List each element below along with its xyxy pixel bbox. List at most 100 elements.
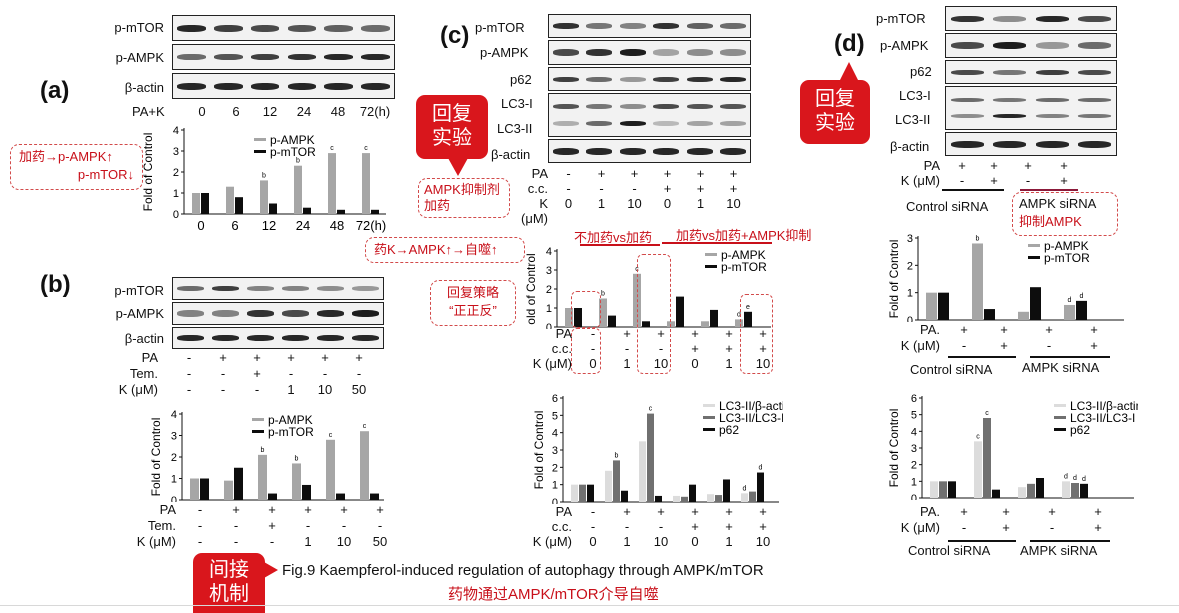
row-label: PA [923, 158, 940, 173]
cell: + [759, 519, 767, 534]
cell: + [759, 341, 767, 356]
row-label: PA [531, 166, 548, 181]
chart-ylabel: Fold of Control [888, 240, 901, 319]
chart-bar [190, 478, 199, 500]
blot-d-label-actin: β-actin [890, 139, 930, 154]
chart-bar [647, 413, 654, 502]
note-a-line1: 加药→p-AMPK↑ [19, 149, 113, 164]
cell: - [590, 504, 596, 519]
chart-bar [983, 418, 991, 498]
blot-c-label-p62: p62 [510, 72, 532, 87]
blot-band [1078, 15, 1112, 22]
chart-legend-swatch [254, 150, 266, 153]
blot-d-group-right-note: 抑制AMPK [1019, 214, 1082, 229]
blot-c-label-lc3ii: LC3-II [497, 121, 533, 136]
chart-bar [234, 467, 243, 500]
chart-c1-highlight-rows [571, 328, 601, 374]
blot-band [1035, 69, 1069, 75]
chart-d2-group-right: AMPK siRNA [1020, 543, 1098, 558]
cell: + [1094, 504, 1102, 519]
blot-band [351, 286, 380, 291]
chart-sig-letter: c [649, 406, 653, 413]
chart-legend-swatch [254, 138, 266, 141]
cell: + [691, 326, 699, 341]
chart-d1-group-right: AMPK siRNA [1022, 360, 1100, 375]
cell: - [658, 341, 664, 356]
row-label: Tem. [129, 366, 158, 381]
cell: + [1000, 322, 1008, 337]
blot-band [686, 49, 713, 56]
blot-b-rows: PA - + + + + + Tem. - - + - - - K (μM) -… [96, 350, 376, 398]
blot-band [950, 15, 984, 22]
chart-y-tick-label: 0 [173, 209, 179, 221]
chart-bar [200, 478, 209, 500]
blot-band [720, 49, 747, 56]
row-label: K (μM) [118, 382, 158, 397]
cell: - [220, 366, 226, 381]
blot-band [351, 335, 380, 341]
chart-bar [336, 493, 345, 500]
chart-bar [574, 308, 582, 327]
cell: - [590, 519, 596, 534]
blot-d-label-lc3ii: LC3-II [895, 112, 931, 127]
blot-band [281, 310, 310, 317]
blot-c-label-lc3i: LC3-I [501, 96, 533, 111]
chart-y-tick-label: 3 [546, 265, 552, 277]
chart-y-tick-label: 2 [173, 167, 179, 179]
blot-d-lc3 [945, 86, 1117, 130]
blot-band [1078, 42, 1112, 49]
blot-band [586, 23, 613, 29]
blot-band [686, 76, 713, 82]
panel-c-letter: (c) [440, 22, 470, 49]
chart-y-tick-label: 4 [911, 426, 917, 438]
cell: - [186, 366, 192, 381]
cell: 50 [372, 534, 388, 549]
blot-d-group-right-box: AMPK siRNA 抑制AMPK [1012, 192, 1118, 236]
chart-legend-label: LC3-II/LC3-I [719, 411, 783, 425]
blot-band [351, 310, 380, 317]
chart-bar [260, 180, 268, 214]
cell: - [566, 166, 571, 181]
blot-band [281, 286, 310, 291]
cell: + [1024, 158, 1032, 173]
cell: - [1025, 173, 1031, 188]
chart-bar [579, 484, 586, 502]
row-label: PA. [920, 504, 940, 519]
figure-caption-cn: 药物通过AMPK/mTOR介导自噬 [448, 586, 659, 603]
cell: 10 [755, 534, 771, 549]
chart-y-tick-label: 3 [911, 443, 917, 455]
chart-sig-letter: c [330, 145, 334, 152]
blot-band [619, 120, 646, 126]
cell: + [1048, 504, 1056, 519]
chart-bar [1036, 478, 1044, 498]
blot-a-lane-title: PA+K [132, 104, 165, 119]
chart-legend-label: p62 [719, 423, 739, 437]
row-label: K (μM) [532, 534, 572, 549]
chart-y-tick-label: 0 [907, 315, 913, 322]
blot-c-pampk [548, 40, 751, 65]
cell: + [287, 350, 295, 365]
chart-legend-swatch [1054, 428, 1066, 431]
blot-band [1078, 97, 1112, 102]
chart-sig-letter: d [759, 465, 763, 472]
chart-c1-highlight-2 [637, 254, 671, 374]
chart-legend-label: LC3-II/β-actin [719, 399, 783, 413]
row-label: PA [141, 350, 158, 365]
chart-y-tick-label: 2 [907, 260, 913, 272]
cell: 10 [627, 196, 642, 211]
chart-legend-label: p-AMPK [270, 133, 315, 147]
cell: - [658, 519, 664, 534]
chart-bar [258, 454, 267, 500]
chart-d2-rows: PA. + + + + K (μM) - + - + [888, 504, 1120, 536]
blot-band [720, 23, 747, 29]
chart-bar [707, 494, 714, 502]
blot-band [1035, 114, 1069, 119]
blot-band [1078, 114, 1112, 119]
cell: 0 [691, 534, 699, 549]
row-label: c.c. [551, 341, 572, 356]
blot-band [1035, 140, 1069, 148]
blot-d-group-left: Control siRNA [906, 199, 989, 214]
cell: + [729, 166, 738, 181]
cell: + [1090, 338, 1098, 353]
